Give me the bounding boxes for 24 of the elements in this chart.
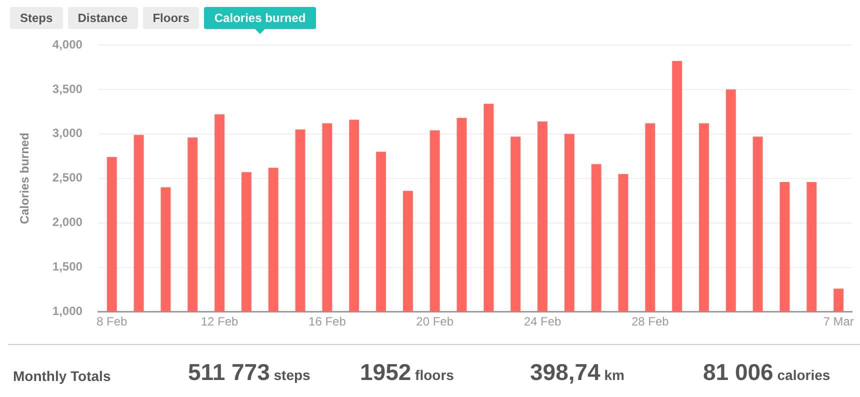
text: 511 773 steps (188, 359, 310, 385)
text: Floors (142, 7, 200, 29)
y-tick-label: 3,500 (52, 82, 83, 96)
x-tick-label: 24 Feb (524, 314, 562, 328)
x-tick-label: 16 Feb (308, 314, 346, 328)
text: Steps (10, 7, 63, 29)
x-tick-label: 12 Feb (200, 314, 239, 328)
y-tick-label: 1,000 (52, 304, 83, 318)
y-tick-label: 2,500 (52, 170, 83, 185)
text: 81 006 calories (703, 359, 830, 385)
text: 398,74 km (530, 359, 624, 385)
y-tick-label: 2,000 (52, 215, 83, 230)
y-axis-title: Calories burned (18, 132, 32, 224)
x-tick-label: 20 Feb (416, 314, 454, 328)
x-tick-label: 8 Feb (96, 314, 128, 328)
y-tick-label: 1,500 (52, 260, 83, 274)
text: 1952 floors (360, 359, 454, 385)
text: Calories burned (204, 7, 316, 29)
text: Monthly Totals (13, 368, 111, 384)
text: Distance (68, 7, 138, 29)
y-tick-label: 3,000 (52, 126, 83, 140)
x-tick-label: 7 Mar (823, 314, 854, 328)
y-tick-label: 4,000 (52, 37, 83, 52)
x-tick-label: 28 Feb (631, 314, 670, 328)
